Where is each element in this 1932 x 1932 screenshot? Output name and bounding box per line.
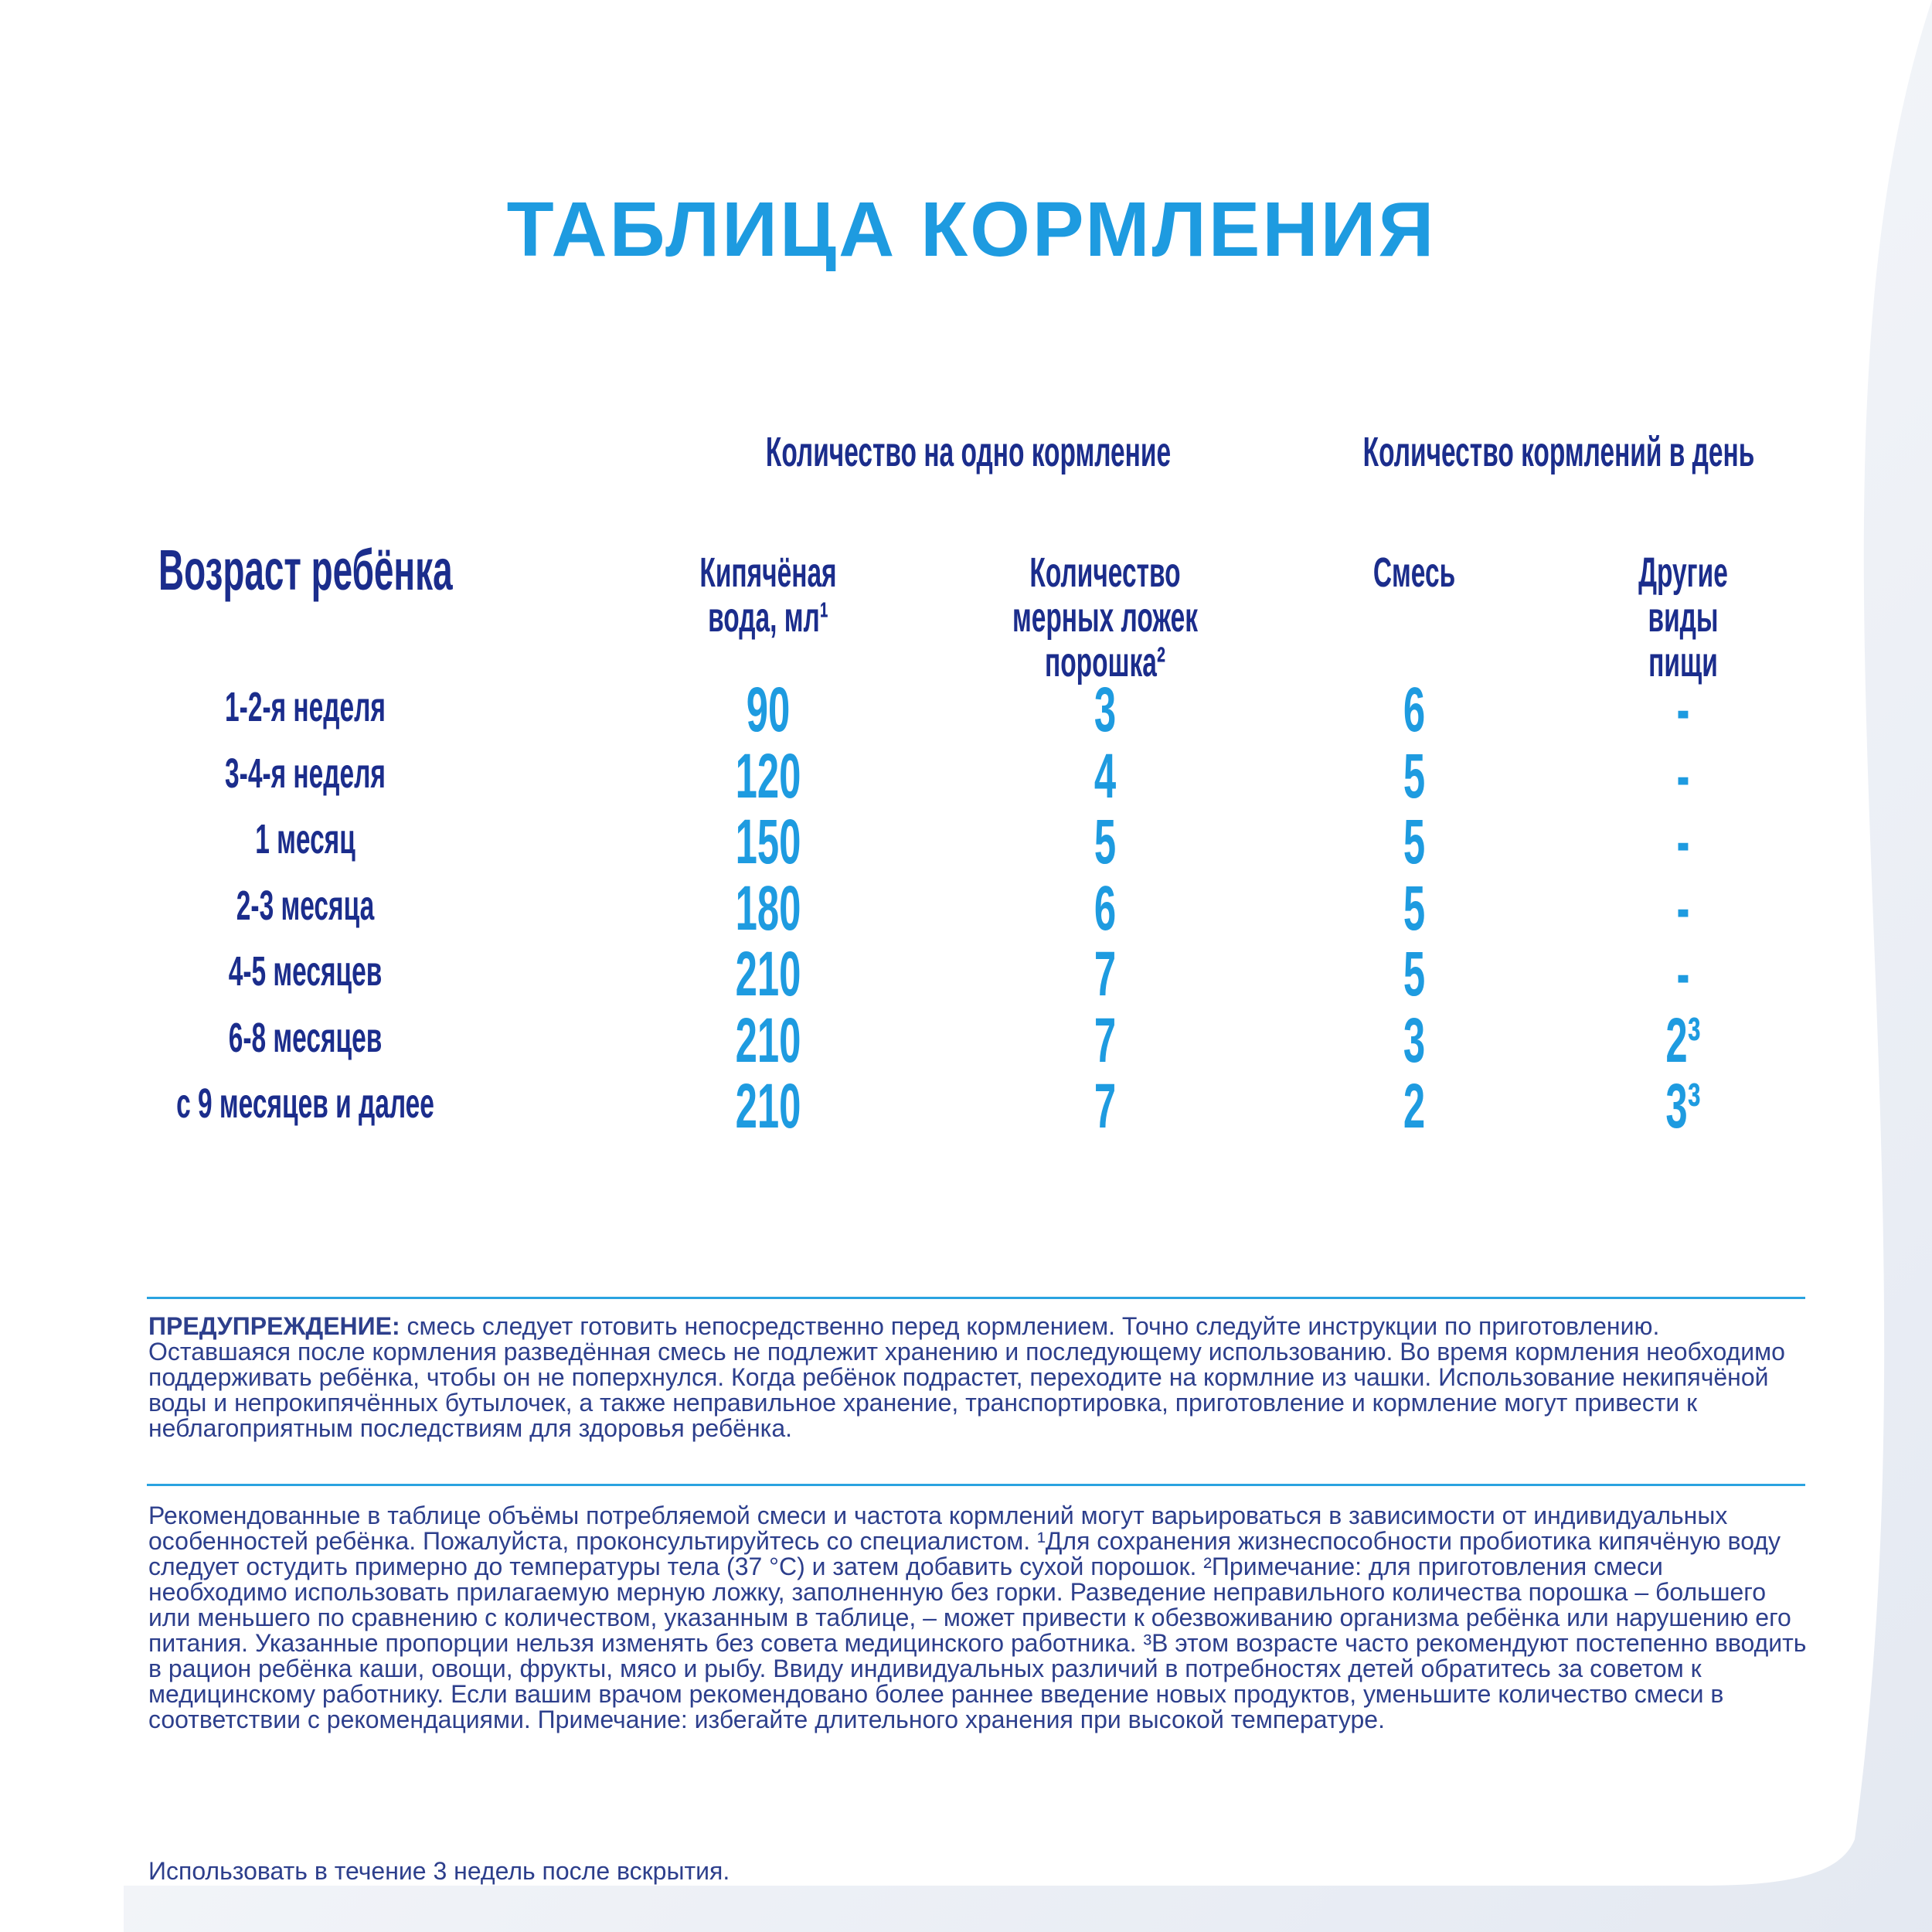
cell-value: 90 (746, 675, 791, 745)
cell-value: 3³ (1665, 1071, 1701, 1141)
cell-value: 180 (735, 872, 801, 944)
column-header: Кипячёная вода, мл¹ (699, 549, 837, 641)
divider (147, 1484, 1805, 1486)
warning-label: ПРЕДУПРЕЖДЕНИЕ: (148, 1312, 400, 1340)
column-header: Количество мерных ложек порошка² (1012, 549, 1199, 685)
cell-value: 2 (1403, 1071, 1426, 1141)
age-label: 4-5 месяцев (228, 948, 383, 995)
cell-value: 3 (1094, 675, 1117, 745)
cell-value: 210 (735, 939, 801, 1009)
cell-value: 5 (1094, 807, 1117, 877)
column-header: Возраст ребёнка (158, 538, 453, 602)
age-label: 2-3 месяца (236, 882, 375, 929)
cell-value: 5 (1403, 939, 1426, 1009)
group-header: Количество на одно кормление (765, 429, 1172, 475)
cell-value: - (1676, 675, 1690, 745)
age-label: 1 месяц (255, 816, 355, 862)
cell-value: - (1676, 872, 1690, 944)
cell-value: 150 (735, 807, 801, 877)
age-label: с 9 месяцев и далее (176, 1080, 434, 1127)
cell-value: 6 (1094, 872, 1117, 944)
cell-value: - (1676, 740, 1690, 811)
cell-value: 5 (1403, 872, 1426, 944)
cell-value: 210 (735, 1005, 801, 1076)
cell-value: 4 (1094, 740, 1117, 811)
age-label: 1-2-я неделя (225, 684, 386, 730)
age-label: 3-4-я неделя (225, 750, 386, 797)
column-header: Другие виды пищи (1638, 549, 1728, 685)
cell-value: 2³ (1665, 1005, 1701, 1076)
cell-value: 7 (1094, 1005, 1117, 1076)
group-header: Количество кормлений в день (1362, 429, 1755, 475)
warning: ПРЕДУПРЕЖДЕНИЕ: смесь следует готовить н… (148, 1314, 1807, 1441)
divider (147, 1297, 1805, 1299)
cell-value: 5 (1403, 807, 1426, 877)
cell-value: 6 (1403, 675, 1426, 745)
footer: Использовать в течение 3 недель после вс… (148, 1857, 730, 1885)
age-label: 6-8 месяцев (228, 1014, 383, 1061)
cell-value: 3 (1403, 1005, 1426, 1076)
cell-value: 7 (1094, 939, 1117, 1009)
note: Рекомендованные в таблице объёмы потребл… (148, 1502, 1807, 1733)
cell-value: 5 (1403, 740, 1426, 811)
warning-text: смесь следует готовить непосредственно п… (148, 1312, 1785, 1442)
cell-value: 210 (735, 1071, 801, 1141)
cell-value: - (1676, 807, 1690, 877)
title: ТАБЛИЦА КОРМЛЕНИЯ (506, 186, 1437, 273)
cell-value: - (1676, 939, 1690, 1009)
column-header: Смесь (1372, 549, 1456, 596)
cell-value: 7 (1094, 1071, 1117, 1141)
cell-value: 120 (735, 740, 801, 811)
